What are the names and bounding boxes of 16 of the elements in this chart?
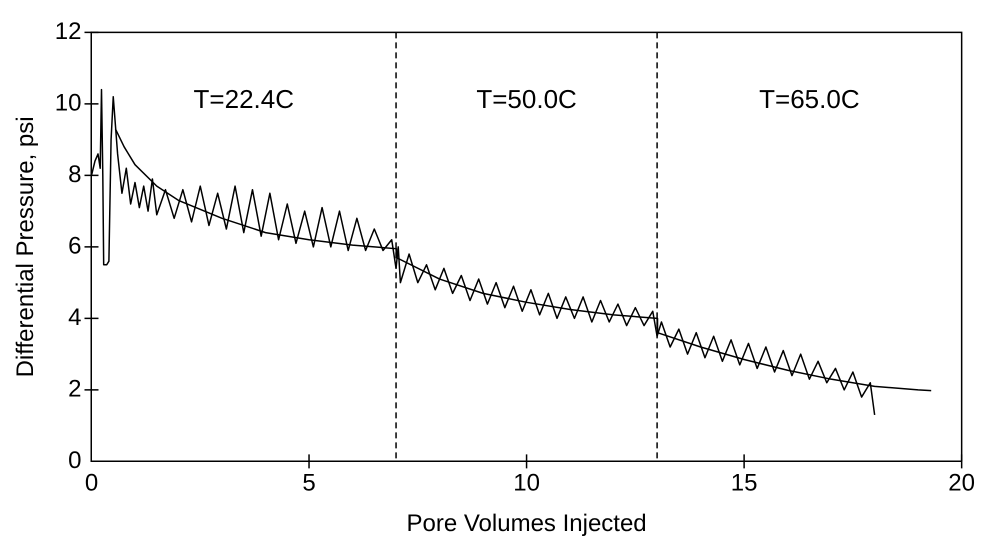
annotation: T=50.0C	[476, 84, 577, 114]
y-axis-title: Differential Pressure, psi	[12, 116, 40, 378]
annotation: T=22.4C	[194, 84, 294, 114]
annotation: T=65.0C	[759, 84, 860, 114]
y-tick-label: 0	[68, 447, 82, 474]
y-tick-label: 4	[68, 304, 82, 332]
x-tick-label: 20	[948, 469, 976, 496]
y-tick-label: 2	[68, 376, 82, 403]
y-tick-label: 6	[68, 232, 82, 260]
x-tick-label: 5	[302, 469, 316, 496]
y-tick-label: 10	[54, 90, 82, 117]
x-tick-label: 10	[513, 469, 540, 496]
y-tick-label: 8	[68, 161, 82, 188]
x-axis-title: Pore Volumes Injected	[406, 510, 647, 538]
y-tick-label: 12	[54, 18, 82, 46]
x-tick-label: 15	[730, 469, 758, 496]
